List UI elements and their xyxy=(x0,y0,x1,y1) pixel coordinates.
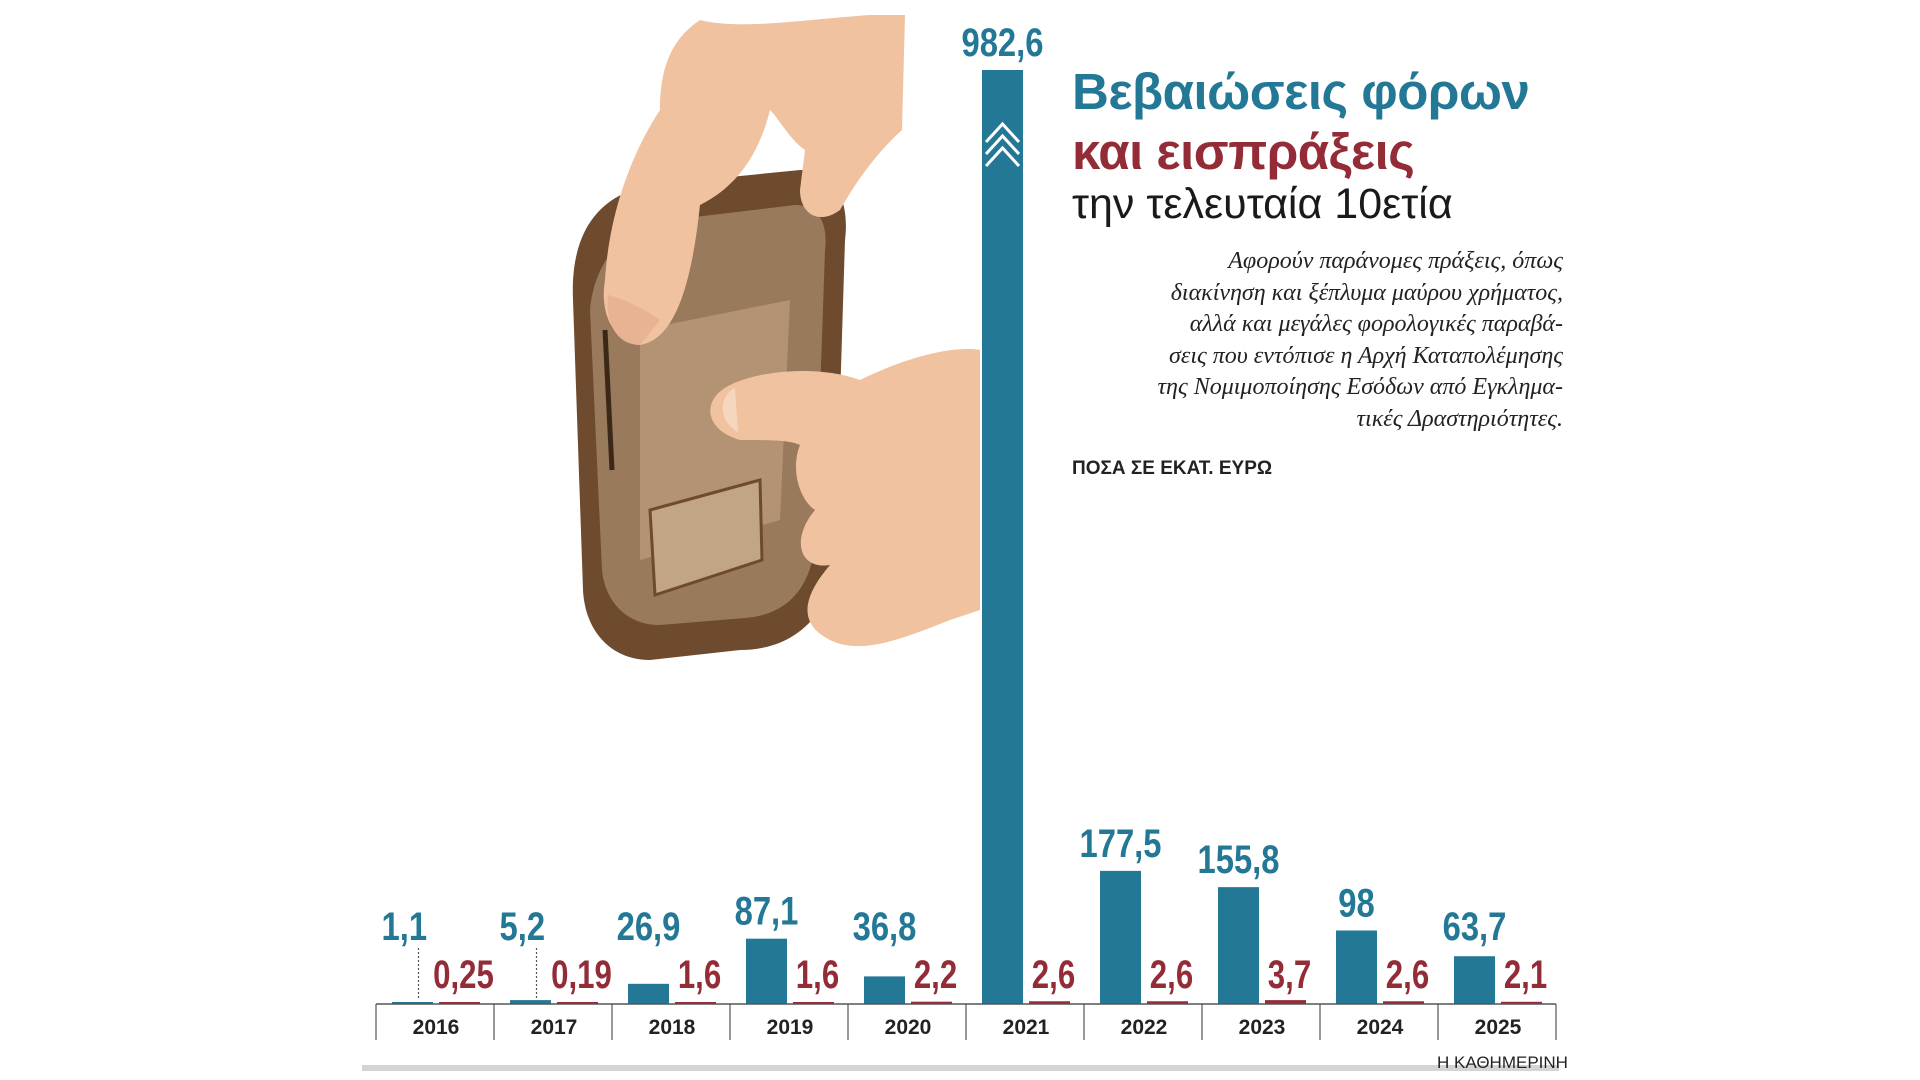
truncation-chevron-icon xyxy=(984,121,1021,168)
x-tick-label-2018: 2018 xyxy=(649,1016,696,1039)
description-line: Αφορούν παράνομες πράξεις, όπως xyxy=(1228,248,1563,274)
value-label-blue-2023: 155,8 xyxy=(1197,837,1279,882)
value-label-red-2025: 2,1 xyxy=(1504,952,1547,997)
units-label: ΠΟΣΑ ΣΕ ΕΚΑΤ. ΕΥΡΩ xyxy=(1072,458,1273,479)
value-label-red-2017: 0,19 xyxy=(551,952,612,997)
value-label-red-2022: 2,6 xyxy=(1150,952,1193,997)
value-label-blue-2018: 26,9 xyxy=(617,904,681,949)
x-axis xyxy=(375,1003,1557,1040)
bar-red-2019 xyxy=(793,1002,834,1004)
hands-empty-wallet-photo xyxy=(572,15,980,660)
bar-red-2020 xyxy=(911,1001,952,1004)
value-label-red-2023: 3,7 xyxy=(1268,952,1311,997)
x-tick-label-2019: 2019 xyxy=(767,1016,814,1039)
bar-blue-2016 xyxy=(392,1002,433,1004)
value-label-blue-2019: 87,1 xyxy=(735,889,799,934)
bar-blue-2021 xyxy=(982,70,1023,1004)
chart-title-line2: και εισπράξεις xyxy=(1072,123,1415,180)
description-line: διακίνηση και ξέπλυμα μαύρου χρήματος, xyxy=(1170,279,1563,306)
bar-red-2018 xyxy=(675,1002,716,1004)
x-tick-label-2020: 2020 xyxy=(885,1016,932,1039)
value-label-blue-2025: 63,7 xyxy=(1443,904,1507,949)
value-label-blue-2022: 177,5 xyxy=(1079,821,1161,866)
source-label: Η ΚΑΘΗΜΕΡΙΝΗ xyxy=(1437,1053,1568,1072)
x-tick-label-2023: 2023 xyxy=(1239,1016,1286,1039)
value-label-red-2020: 2,2 xyxy=(914,952,957,997)
x-tick-label-2021: 2021 xyxy=(1003,1016,1050,1039)
x-tick-label-2022: 2022 xyxy=(1121,1016,1168,1039)
value-label-red-2024: 2,6 xyxy=(1386,952,1429,997)
bars-layer: 1,10,2520165,20,19201726,91,6201887,11,6… xyxy=(382,20,1548,1039)
bar-blue-2020 xyxy=(864,976,905,1004)
value-label-blue-2021: 982,6 xyxy=(961,20,1043,65)
description-line: της Νομιμοποίησης Εσόδων από Εγκλημα- xyxy=(1157,374,1563,400)
x-tick-label-2025: 2025 xyxy=(1475,1016,1522,1039)
value-label-red-2019: 1,6 xyxy=(796,952,839,997)
x-tick-label-2017: 2017 xyxy=(531,1016,578,1039)
bar-red-2023 xyxy=(1265,1000,1306,1004)
bar-blue-2024 xyxy=(1336,930,1377,1004)
description-line: αλλά και μεγάλες φορολογικές παραβά- xyxy=(1189,311,1563,337)
bar-blue-2025 xyxy=(1454,956,1495,1004)
value-label-red-2018: 1,6 xyxy=(678,952,721,997)
chart-title-line1: Βεβαιώσεις φόρων xyxy=(1072,63,1530,120)
bar-red-2021 xyxy=(1029,1001,1070,1004)
bar-red-2022 xyxy=(1147,1001,1188,1004)
bar-red-2025 xyxy=(1501,1001,1542,1004)
bar-red-2024 xyxy=(1383,1001,1424,1004)
bar-blue-2017 xyxy=(510,1000,551,1004)
x-tick-label-2024: 2024 xyxy=(1357,1016,1404,1039)
value-label-red-2016: 0,25 xyxy=(433,952,494,997)
value-label-blue-2020: 36,8 xyxy=(853,904,917,949)
bar-red-2017 xyxy=(557,1002,598,1004)
bar-blue-2019 xyxy=(746,938,787,1004)
description-line: τικές Δραστηριότητες. xyxy=(1356,405,1563,432)
value-label-red-2021: 2,6 xyxy=(1032,952,1075,997)
value-label-blue-2024: 98 xyxy=(1338,880,1374,925)
bar-red-2016 xyxy=(439,1002,480,1004)
bar-blue-2022 xyxy=(1100,870,1141,1004)
x-tick-label-2016: 2016 xyxy=(413,1016,460,1039)
bar-blue-2018 xyxy=(628,983,669,1004)
description-line: σεις που εντόπισε η Αρχή Καταπολέμησης xyxy=(1169,342,1563,369)
value-label-blue-2016: 1,1 xyxy=(382,904,428,949)
bar-blue-2023 xyxy=(1218,887,1259,1004)
value-label-blue-2017: 5,2 xyxy=(500,904,546,949)
chart-description: Αφορούν παράνομες πράξεις, όπως διακίνησ… xyxy=(1058,246,1563,435)
chart-subtitle: την τελευταία 10ετία xyxy=(1072,180,1453,228)
bottom-rule xyxy=(362,1065,1559,1071)
